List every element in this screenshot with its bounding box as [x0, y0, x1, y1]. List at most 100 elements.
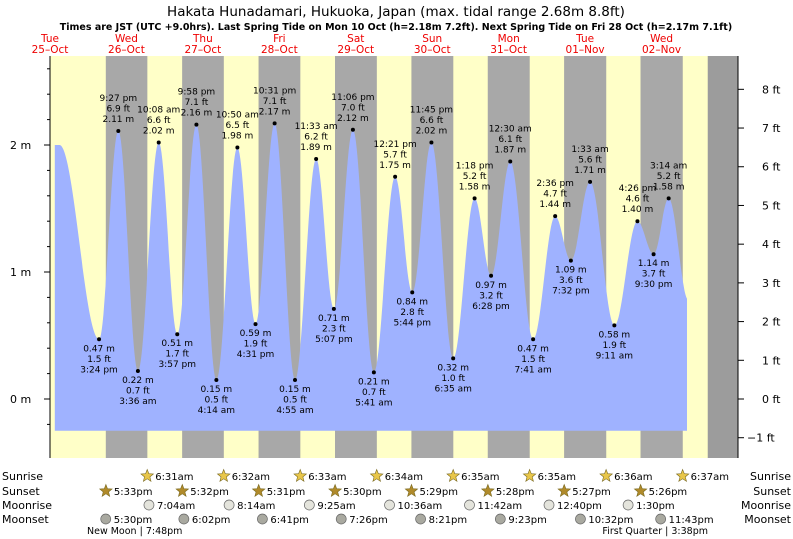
moonrise-icon — [143, 499, 155, 511]
row-label-right: Sunrise — [750, 470, 791, 483]
extreme-label: 0.22 m — [122, 376, 154, 386]
day-name: Mon — [498, 33, 520, 45]
extreme-label: 2:36 pm — [536, 179, 574, 189]
extreme-label: 0.21 m — [358, 377, 390, 387]
row-label-left: Sunset — [2, 485, 40, 498]
chart-title: Hakata Hunadamari, Hukuoka, Japan (max. … — [167, 4, 625, 20]
extreme-label: 9:27 pm — [100, 94, 138, 104]
day-name: Thu — [192, 33, 213, 45]
sunrise-time: 6:34am — [385, 472, 423, 483]
sunrise-time: 6:35am — [461, 472, 499, 483]
extreme-point — [371, 370, 376, 375]
moonset-icon — [100, 513, 112, 525]
feet-tick-label: −1 ft — [747, 432, 775, 445]
extreme-point — [293, 377, 298, 382]
extreme-label: 1:18 pm — [456, 161, 494, 171]
extreme-label: 0.51 m — [161, 339, 193, 349]
moonset-time: 8:21pm — [429, 515, 468, 526]
sunset-time: 5:31pm — [267, 487, 306, 498]
moonrise-icon — [543, 499, 555, 511]
moonrise-icon — [622, 499, 634, 511]
extreme-label: 9:58 pm — [178, 88, 216, 98]
moonset-icon — [415, 513, 426, 525]
extreme-label: 0.7 ft — [362, 388, 386, 398]
moonset-time: 7:26pm — [349, 515, 388, 526]
day-date: 28–Oct — [261, 44, 298, 56]
extreme-label: 0.7 ft — [126, 387, 150, 397]
extreme-point — [393, 174, 398, 179]
sunset-time: 5:26pm — [649, 487, 688, 498]
extreme-label: 7:41 am — [514, 365, 551, 375]
moon-phase-label: First Quarter | 3:38pm — [602, 526, 708, 537]
sunrise-icon — [446, 468, 461, 482]
extreme-label: 2.16 m — [181, 109, 213, 119]
moonset-icon — [494, 513, 506, 525]
extreme-label: 0.58 m — [599, 330, 631, 340]
extreme-label: 0.15 m — [201, 385, 233, 395]
day-date: 25–Oct — [32, 44, 69, 56]
moonrise-icon — [223, 499, 235, 511]
extreme-label: 3.6 ft — [559, 276, 583, 286]
moonset-icon — [575, 513, 586, 525]
extreme-label: 1.98 m — [222, 132, 254, 142]
extreme-point — [553, 214, 558, 219]
extreme-label: 12:30 am — [489, 125, 532, 135]
feet-axis: −1 ft 0 ft 1 ft 2 ft 3 ft 4 ft 5 ft 6 ft 7 ft 8 f… — [737, 56, 781, 458]
extreme-label: 0.47 m — [83, 344, 115, 354]
extreme-label: 6.6 ft — [420, 116, 444, 126]
moonset-time: 10:32pm — [588, 515, 633, 526]
extreme-label: 6.9 ft — [106, 105, 130, 115]
sunset-time: 5:30pm — [343, 487, 382, 498]
extreme-label: 11:06 pm — [331, 93, 374, 103]
extreme-label: 6:35 am — [435, 384, 472, 394]
extreme-point — [350, 127, 355, 132]
extreme-point — [116, 129, 121, 134]
day-name: Wed — [115, 33, 138, 45]
sunset-time: 5:29pm — [419, 487, 458, 498]
moonrise-time: 8:14am — [237, 501, 275, 512]
extreme-point — [508, 159, 513, 164]
day-name: Tue — [575, 33, 594, 45]
sunrise-time: 6:33am — [308, 472, 346, 483]
metre-axis: 0 m 1 m 2 m — [10, 56, 51, 458]
plot-area: 0.47 m1.5 ft3:24 pm9:27 pm6.9 ft2.11 m0.… — [50, 56, 738, 458]
sunset-icon — [251, 483, 266, 497]
extreme-label: 1.87 m — [494, 146, 526, 156]
extreme-point — [489, 273, 494, 278]
feet-tick-label: 5 ft — [762, 199, 781, 212]
day-name: Sun — [422, 33, 442, 45]
sunset-icon — [98, 483, 113, 497]
extreme-label: 4.7 ft — [543, 190, 567, 200]
extreme-label: 2.3 ft — [322, 324, 346, 334]
metre-tick-label: 2 m — [10, 139, 31, 152]
extreme-label: 1.58 m — [459, 182, 491, 192]
extreme-label: 5:41 am — [355, 398, 392, 408]
day-date: 30–Oct — [414, 44, 451, 56]
extreme-label: 3:24 pm — [80, 365, 118, 375]
extreme-label: 3:36 am — [119, 397, 156, 407]
extreme-label: 5.7 ft — [383, 150, 407, 160]
feet-tick-label: 4 ft — [762, 238, 781, 251]
extreme-label: 5:44 pm — [393, 318, 431, 328]
extreme-label: 9:11 am — [596, 351, 633, 361]
sunrise-icon — [675, 468, 690, 482]
row-label-left: Sunrise — [2, 470, 43, 483]
row-label-left: Moonset — [2, 513, 49, 526]
extreme-label: 5:07 pm — [315, 335, 353, 345]
extreme-point — [272, 121, 277, 126]
extreme-label: 0.5 ft — [205, 395, 229, 405]
extreme-label: 11:45 pm — [410, 105, 453, 115]
extreme-label: 0.15 m — [279, 385, 311, 395]
day-name: Fri — [273, 33, 286, 45]
extreme-label: 7.1 ft — [263, 97, 287, 107]
extreme-point — [588, 179, 593, 184]
extreme-label: 1.09 m — [555, 266, 587, 276]
day-date: 26–Oct — [108, 44, 145, 56]
sunrise-time: 6:31am — [155, 472, 193, 483]
feet-tick-label: 8 ft — [762, 83, 781, 96]
day-date: 27–Oct — [185, 44, 222, 56]
extreme-label: 2.17 m — [259, 107, 291, 117]
row-label-right: Moonrise — [741, 499, 791, 512]
extreme-point — [635, 219, 640, 224]
moonset-icon — [335, 513, 347, 525]
